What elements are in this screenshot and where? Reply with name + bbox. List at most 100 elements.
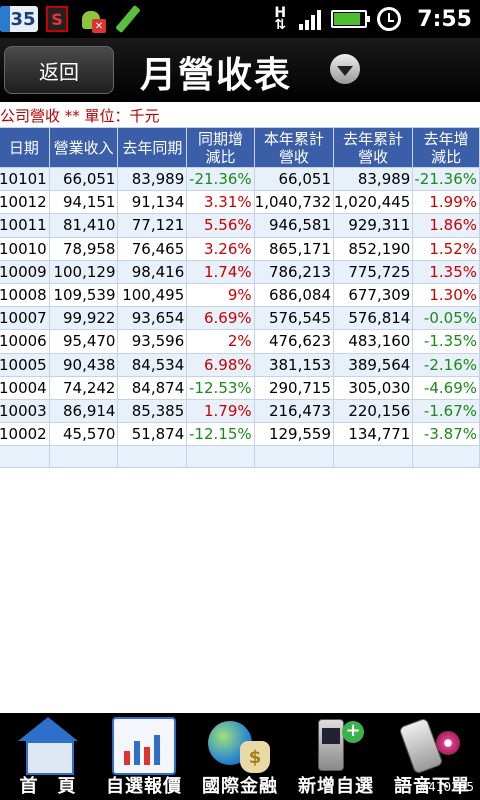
column-header-line1: 同期增 [197,129,243,148]
column-header: 本年累計 營收 [253,127,335,168]
cell-date: 10011 [0,213,50,238]
cell-last-ytd-revenue: 1,020,445 [332,190,414,215]
cell-last-ytd-revenue: 576,814 [332,306,414,331]
cell-ytd-change: -1.67% [412,398,480,424]
cell-ytd-change: 1.35% [412,259,480,284]
table-row[interactable]: 10004 74,242 84,874 -12.53% 290,715 305,030 -4… [0,375,480,400]
column-header: 去年同期 [117,127,188,168]
cell-ytd-change: -3.87% [412,422,480,447]
table-body: 10101 66,051 83,989 -21.36% 66,051 83,989 -21.… [0,166,480,469]
calendar-day: 35 [10,8,36,30]
status-bar: 35 S ✕ H ⇅ 7:55 [0,0,480,38]
cell-date: 10004 [0,375,50,400]
system-icons: H ⇅ 7:55 [271,4,472,34]
table-row[interactable]: 10006 95,470 93,596 2% 476,623 483,160 -1.35% [0,329,480,354]
cell-last-ytd-revenue: 483,160 [332,329,414,354]
column-header: 營業收入 [48,127,119,168]
cell-ytd-change: -2.16% [412,352,480,377]
cell-yoy-change: 1.79% [186,398,255,424]
signal-icon [299,8,322,30]
cell-empty [117,445,188,469]
column-header-line1: 本年累計 [263,129,324,148]
cell-yoy-change: 2% [186,329,255,354]
cell-empty [332,445,414,469]
cell-ytd-revenue: 129,559 [253,422,335,447]
column-header-line1: 去年累計 [343,129,404,148]
nav-international-finance[interactable]: $ 國際金融 [192,713,288,800]
table-row[interactable]: 10003 86,914 85,385 1.79% 216,473 220,156 -1.6… [0,398,480,424]
cell-last-ytd-revenue: 852,190 [332,236,414,261]
unit-info: 公司營收 ** 單位：千元 [0,107,160,125]
network-type-icon: H ⇅ [274,5,287,33]
column-header-line1: 去年增 [423,129,469,148]
cell-last-ytd-revenue: 389,564 [332,352,414,377]
cell-ytd-change: -0.05% [412,306,480,331]
cell-ytd-change: 1.30% [412,282,480,308]
title-bar: 返回 月營收表 [0,38,480,102]
column-header: 去年累計 營收 [332,127,414,168]
table-row[interactable]: 10008 109,539 100,495 9% 686,084 677,309 1.30% [0,282,480,308]
column-header-line2: 營收 [358,147,389,166]
cell-ytd-revenue: 686,084 [253,282,335,308]
cell-ytd-revenue: 786,213 [253,259,335,284]
nav-watchlist-quotes[interactable]: 自選報價 [96,713,192,800]
table-row[interactable]: 10005 90,438 84,534 6.98% 381,153 389,564 -2.1… [0,352,480,377]
cell-last-ytd-revenue: 929,311 [332,213,414,238]
cell-revenue: 95,470 [48,329,119,354]
battery-icon [331,10,371,28]
cell-yoy-change: 6.98% [186,352,255,377]
table-row[interactable]: 10010 78,958 76,465 3.26% 865,171 852,190 1.52… [0,236,480,261]
dropdown-arrow-icon[interactable] [330,54,360,84]
cell-last-year: 93,654 [117,306,188,331]
nav-voice-order[interactable]: 語音下單 [384,713,480,800]
cell-revenue: 45,570 [48,422,119,447]
cell-date: 10008 [0,282,50,308]
cell-last-ytd-revenue: 775,725 [332,259,414,284]
cell-last-year: 98,416 [117,259,188,284]
table-row[interactable]: 10012 94,151 91,134 3.31% 1,040,732 1,020,445… [0,190,480,215]
table-row[interactable]: 10101 66,051 83,989 -21.36% 66,051 83,989 -21.… [0,166,480,192]
nav-international-finance-label: 國際金融 [202,776,278,797]
cell-last-year: 83,989 [117,166,188,192]
cell-date: 10003 [0,398,50,424]
cell-revenue: 81,410 [48,213,119,238]
cell-ytd-revenue: 576,545 [253,306,335,331]
cell-ytd-change: -4.69% [412,375,480,400]
chart-icon [112,717,176,775]
column-header-line1: 日期 [8,138,39,157]
cell-last-year: 85,385 [117,398,188,424]
nav-add-watchlist[interactable]: + 新增自選 [288,713,384,800]
nav-home-label: 首 頁 [19,776,77,797]
nav-voice-order-label: 語音下單 [394,776,470,797]
cell-ytd-revenue: 66,051 [253,166,335,192]
cell-yoy-change: 5.56% [186,213,255,238]
nav-home[interactable]: 首 頁 [0,713,96,800]
cell-yoy-change: 9% [186,282,255,308]
pencil-icon [114,6,140,32]
cell-last-ytd-revenue: 305,030 [332,375,414,400]
cell-yoy-change: 3.31% [186,190,255,215]
cell-ytd-revenue: 1,040,732 [253,190,335,215]
cell-ytd-revenue: 865,171 [253,236,335,261]
back-button[interactable]: 返回 [4,46,114,94]
alarm-icon [377,7,402,31]
calendar-icon: 35 [0,6,38,32]
revenue-table: 日期 營業收入 去年同期 同期增 減比 本年累計 營收 去年累計 營收 去年增 減比 10101 66… [0,127,480,469]
cell-date: 10006 [0,329,50,354]
cell-date: 10002 [0,422,50,447]
cell-last-year: 100,495 [117,282,188,308]
table-row[interactable]: 10009 100,129 98,416 1.74% 786,213 775,725 1.3… [0,259,480,284]
table-row[interactable]: 10007 99,922 93,654 6.69% 576,545 576,814 -0.0… [0,306,480,331]
cell-last-year: 77,121 [117,213,188,238]
cell-date: 10005 [0,352,50,377]
cell-empty [0,445,50,469]
table-row[interactable]: 10002 45,570 51,874 -12.15% 129,559 134,771 -3… [0,422,480,447]
revenue-table-container[interactable]: 日期 營業收入 去年同期 同期增 減比 本年累計 營收 去年累計 營收 去年增 減比 10101 66… [0,127,480,469]
cell-ytd-change: 1.52% [412,236,480,261]
cell-last-year: 93,596 [117,329,188,354]
cell-revenue: 90,438 [48,352,119,377]
table-row[interactable]: 10011 81,410 77,121 5.56% 946,581 929,311 1.86… [0,213,480,238]
cell-empty [253,445,335,469]
home-icon [16,717,80,775]
cell-date: 10101 [0,166,50,192]
